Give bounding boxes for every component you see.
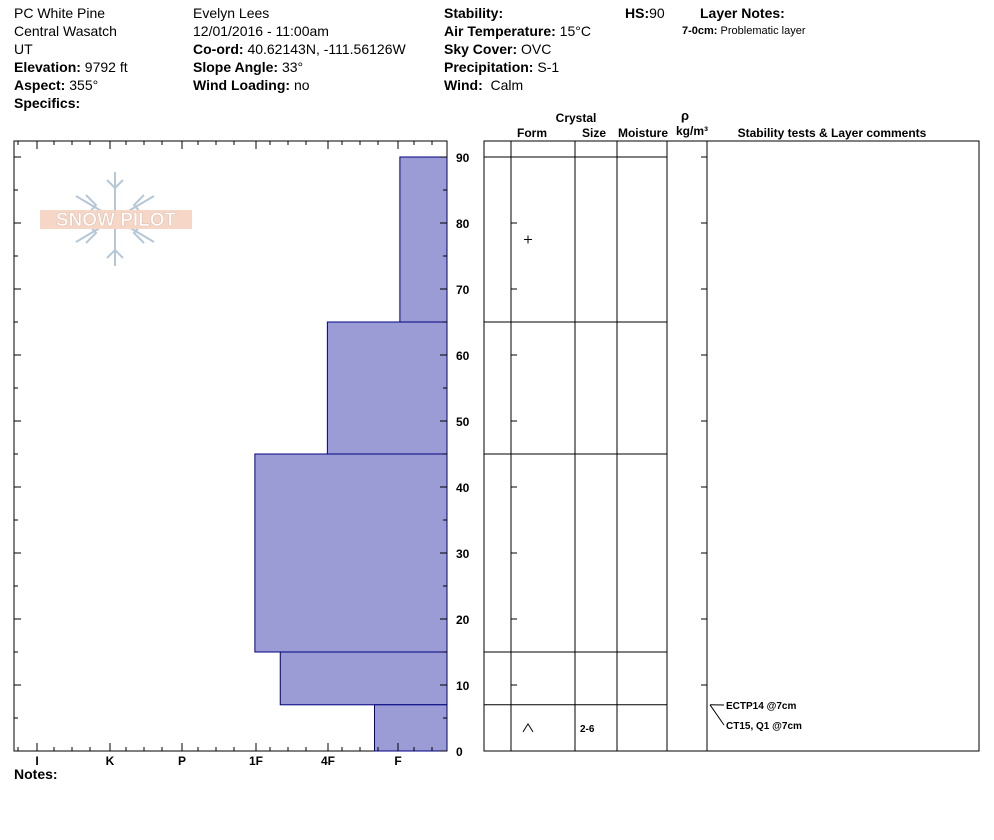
hardness-tick-label: 4F [321, 754, 335, 768]
hardness-tick-label: 1F [249, 754, 263, 768]
coord-label: Co-ord: [193, 41, 244, 57]
wind-loading: Wind Loading: no [193, 76, 406, 94]
air-temp-value: 15°C [559, 23, 591, 39]
hs-value: 90 [649, 5, 665, 21]
snowpilot-logo: SNOW PILOT [40, 172, 192, 266]
hardness-axis: I K P 1F 4F F [17, 141, 433, 768]
hardness-bar-1 [326, 321, 448, 455]
observation-datetime: 12/01/2016 - 11:00am [193, 23, 329, 39]
hardness-bar-3 [279, 651, 448, 706]
table-frame [483, 140, 980, 752]
hardness-tick-label: K [106, 754, 115, 768]
sky-value: OVC [521, 41, 552, 57]
header-rho: ρ [681, 108, 689, 123]
depth-tick-label: 60 [456, 349, 470, 363]
logo-text: SNOW PILOT [56, 210, 177, 231]
location-name: PC White Pine [14, 5, 106, 21]
depth-tick-label: 80 [456, 217, 470, 231]
stability-test-label-1: CT15, Q1 @7cm [726, 721, 802, 732]
observer-name: Evelyn Lees [193, 5, 270, 21]
hardness-bars [254, 156, 448, 752]
depth-tick-label: 10 [456, 679, 470, 693]
coordinates: Co-ord: 40.62143N, -111.56126W [193, 40, 406, 58]
slope-angle: Slope Angle: 33° [193, 58, 406, 76]
depth-tick-label: 40 [456, 481, 470, 495]
header-size: Size [582, 126, 606, 140]
hardness-tick-label: F [394, 754, 401, 768]
stability-tests: ECTP14 @7cm CT15, Q1 @7cm [709, 701, 802, 732]
wind-value: Calm [490, 77, 524, 93]
depth-tick-label: 20 [456, 613, 470, 627]
aspect-label: Aspect: [14, 77, 66, 93]
wind-label: Wind: [444, 77, 483, 93]
layer-note: 7-0cm: Problematic layer [682, 22, 806, 40]
depth-tick-label: 30 [456, 547, 470, 561]
elevation-label: Elevation: [14, 59, 81, 75]
precip-label: Precipitation: [444, 59, 534, 75]
hardness-tick-label: I [35, 754, 38, 768]
header-form: Form [517, 126, 547, 140]
stability-test-pointer-1 [709, 704, 725, 726]
sky-cover: Sky Cover: OVC [444, 40, 591, 58]
hardness-bar-0 [399, 156, 448, 323]
table-ticks [511, 156, 707, 752]
depth-tick-label: 50 [456, 415, 470, 429]
snow-height: HS:90 [625, 4, 665, 22]
specifics-label: Specifics: [14, 95, 81, 111]
coord-value: 40.62143N, -111.56126W [247, 41, 406, 57]
state-name: UT [14, 41, 33, 57]
layer-note-text: Problematic layer [720, 25, 806, 37]
header-moisture: Moisture [618, 126, 668, 140]
stability-label: Stability: [444, 5, 504, 21]
header-col-site: PC White Pine Central Wasatch UT Elevati… [14, 4, 128, 112]
hardness-tick-label: P [178, 754, 186, 768]
header-density-unit: kg/m³ [676, 124, 708, 138]
header-col-observer: Evelyn Lees 12/01/2016 - 11:00am Co-ord:… [193, 4, 406, 94]
air-temperature: Air Temperature: 15°C [444, 22, 591, 40]
wind-loading-value: no [293, 77, 310, 93]
grain-form-depth-hoar [522, 722, 534, 733]
precipitation: Precipitation: S-1 [444, 58, 591, 76]
layer-notes-label: Layer Notes: [700, 5, 785, 21]
sky-label: Sky Cover: [444, 41, 518, 57]
slope-value: 33° [281, 59, 304, 75]
table-layer-lines [484, 156, 667, 706]
precip-value: S-1 [537, 59, 560, 75]
wind: Wind: Calm [444, 76, 591, 94]
hs-label: HS: [625, 5, 650, 21]
hardness-bar-2 [254, 453, 448, 653]
aspect: Aspect: 355° [14, 76, 128, 94]
depth-tick-label: 0 [456, 745, 463, 759]
grain-size-label: 2-6 [580, 724, 595, 735]
elevation: Elevation: 9792 ft [14, 58, 128, 76]
aspect-value: 355° [69, 77, 99, 93]
layer-note-depth: 7-0cm: [682, 25, 718, 37]
notes-label: Notes: [14, 766, 58, 782]
logo-band [40, 210, 192, 229]
region-name: Central Wasatch [14, 23, 117, 39]
hardness-bar-4 [374, 704, 448, 752]
wind-loading-label: Wind Loading: [193, 77, 291, 93]
depth-tick-label: 90 [456, 151, 470, 165]
header-col-weather: Stability: Air Temperature: 15°C Sky Cov… [444, 4, 591, 94]
header-stability-comments: Stability tests & Layer comments [738, 126, 927, 140]
depth-tick-label: 70 [456, 283, 470, 297]
air-temp-label: Air Temperature: [444, 23, 556, 39]
slope-label: Slope Angle: [193, 59, 279, 75]
header-crystal: Crystal [556, 111, 597, 125]
stability-test-label-0: ECTP14 @7cm [726, 701, 796, 712]
elevation-value: 9792 ft [84, 59, 128, 75]
depth-axis: 0 10 20 30 40 50 60 70 80 90 [14, 151, 470, 759]
grain-forms: 2-6 [522, 235, 595, 735]
layer-table [483, 140, 980, 752]
